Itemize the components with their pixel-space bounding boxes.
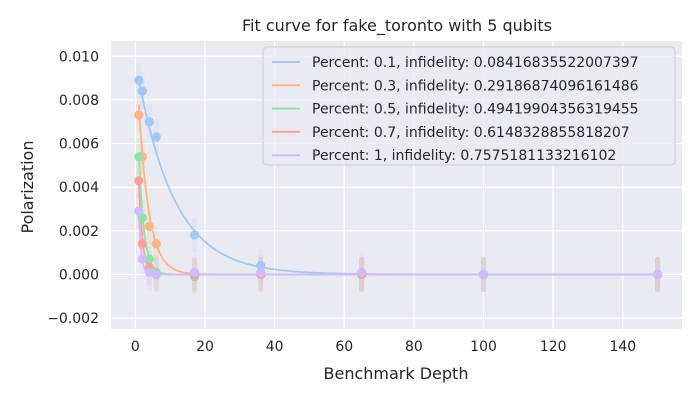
data-point (189, 267, 200, 277)
data-points (134, 75, 663, 282)
data-point (134, 110, 144, 120)
fit-curve (137, 216, 658, 276)
legend-entry: Percent: 1, infidelity: 0.75751811332161… (312, 148, 616, 164)
x-tick-label: 60 (335, 339, 353, 355)
legend-entry: Percent: 0.1, infidelity: 0.084168355220… (312, 55, 639, 71)
data-point (478, 269, 489, 280)
data-point (137, 239, 147, 249)
y-tick-label: 0.010 (59, 49, 99, 65)
y-tick-labels: −0.002 0.000 0.002 0.004 0.006 0.008 0.010 (47, 49, 99, 327)
data-point (151, 239, 161, 249)
legend-entry: Percent: 0.3, infidelity: 0.291868740961… (312, 78, 639, 94)
data-point (137, 86, 147, 96)
data-point (144, 117, 154, 127)
x-tick-label: 20 (196, 339, 214, 355)
legend-box (262, 46, 676, 166)
data-point (357, 267, 367, 277)
data-point (151, 269, 161, 280)
data-point (137, 254, 147, 264)
legend: Percent: 0.1, infidelity: 0.084168355220… (262, 46, 676, 166)
data-point (134, 152, 144, 162)
data-point (256, 261, 266, 271)
y-tick-label: 0.008 (59, 93, 99, 109)
fit-curves (137, 79, 658, 276)
data-point (256, 267, 266, 277)
x-tick-label: 80 (405, 339, 423, 355)
x-tick-label: 100 (470, 339, 497, 355)
legend-entry: Percent: 0.5, infidelity: 0.494199043563… (312, 102, 639, 118)
x-axis-label: Benchmark Depth (324, 364, 469, 383)
x-tick-label: 0 (131, 339, 140, 355)
data-point (134, 75, 144, 85)
y-tick-label: −0.002 (47, 311, 99, 327)
x-tick-label: 140 (609, 339, 636, 355)
data-point (144, 267, 154, 277)
data-point (144, 254, 154, 264)
y-axis-label: Polarization (18, 141, 37, 234)
data-point (189, 230, 200, 240)
y-tick-label: 0.006 (59, 137, 99, 153)
data-point (151, 132, 161, 142)
x-tick-label: 40 (266, 339, 284, 355)
y-tick-label: 0.000 (59, 267, 99, 283)
data-point (134, 176, 144, 186)
data-point (134, 206, 144, 216)
legend-entry: Percent: 0.7, infidelity: 0.614832885581… (312, 125, 630, 141)
y-tick-label: 0.002 (59, 224, 99, 240)
y-tick-label: 0.004 (59, 180, 99, 196)
chart-title: Fit curve for fake_toronto with 5 qubits (242, 16, 552, 36)
x-tick-labels: 0 20 40 60 80 100 120 140 (131, 339, 636, 355)
data-point (144, 221, 154, 232)
data-point (653, 269, 663, 280)
x-tick-label: 120 (540, 339, 567, 355)
